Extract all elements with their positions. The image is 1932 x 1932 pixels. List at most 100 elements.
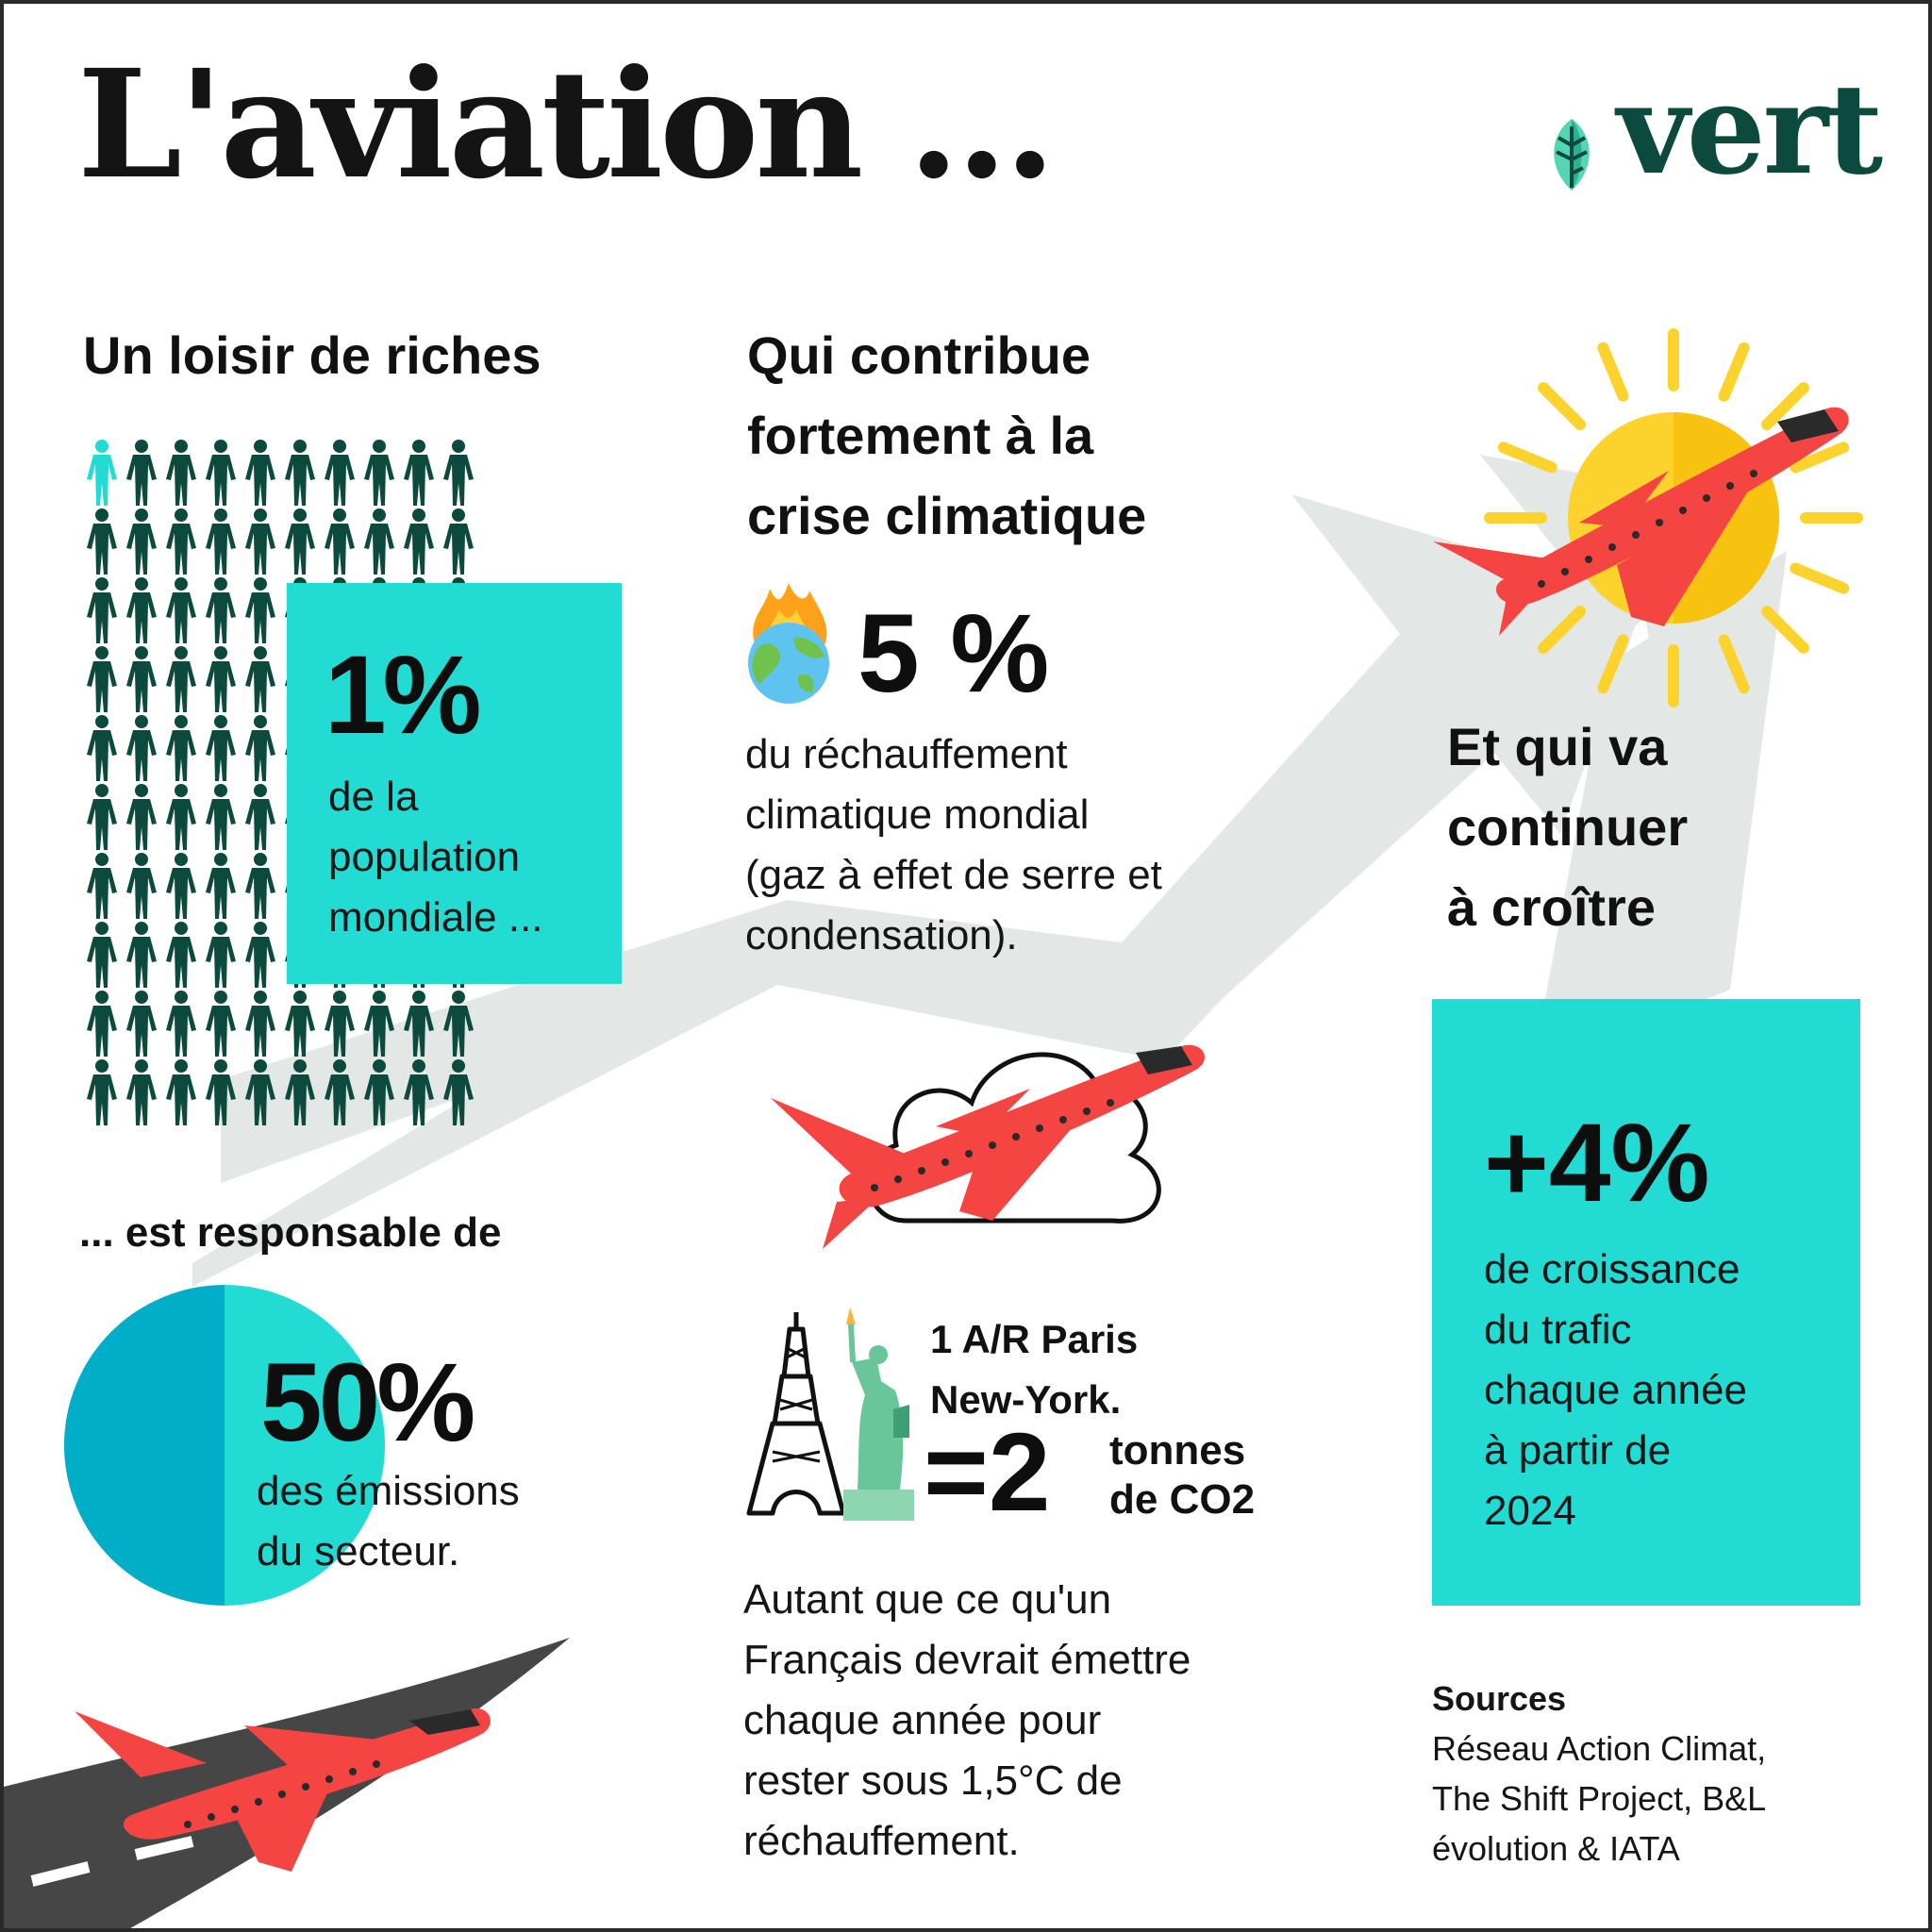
trip-line: New-York. (930, 1377, 1122, 1422)
sun-ray (1790, 441, 1850, 474)
left-heading: Un loisir de riches (83, 325, 541, 385)
person-icon (364, 1059, 394, 1125)
trip-co2-value: =2 (924, 1410, 1051, 1535)
growth-stat-box: +4% de croissance du trafic chaque année… (1432, 999, 1860, 1606)
person-icon (285, 440, 315, 506)
person-icon (206, 508, 236, 575)
heading-line: fortement à la (747, 406, 1094, 465)
person-icon (364, 440, 394, 506)
person-icon (87, 715, 117, 781)
person-icon (166, 646, 196, 712)
person-icon (206, 853, 236, 919)
person-icon (87, 508, 117, 575)
pie-slice-rich (225, 1285, 385, 1606)
heading-line: à croître (1447, 877, 1656, 937)
comparison-line: chaque année pour (743, 1697, 1102, 1743)
heading-line: crise climatique (747, 486, 1147, 545)
airplane-icon (1433, 407, 1849, 636)
population-stat-value: 1% (325, 633, 482, 758)
warming-line: condensation). (745, 912, 1018, 958)
sun-ray (1718, 634, 1750, 694)
person-icon (206, 1059, 236, 1125)
person-icon (206, 577, 236, 643)
person-icon (126, 440, 157, 506)
person-icon (166, 922, 196, 988)
growth-line: chaque année (1484, 1367, 1747, 1413)
person-icon (206, 440, 236, 506)
growth-arrow-background (192, 455, 1787, 1287)
person-icon (285, 991, 315, 1057)
burning-earth-icon (748, 583, 829, 704)
person-icon (126, 577, 157, 643)
person-icon (87, 991, 117, 1057)
emissions-stat-value: 50% (260, 1341, 475, 1465)
sources-block: Sources Réseau Action Climat, The Shift … (1432, 1674, 1766, 1874)
heading-line: continuer (1447, 797, 1689, 857)
warming-stat-text: du réchauffement climatique mondial (gaz… (745, 724, 1162, 966)
growth-line: 2024 (1484, 1488, 1576, 1534)
leaf-icon (1554, 119, 1590, 191)
person-icon (126, 853, 157, 919)
person-icon (325, 508, 355, 575)
warming-line: (gaz à effet de serre et (745, 852, 1162, 898)
pie-line: du secteur. (257, 1528, 460, 1574)
person-icon (245, 646, 275, 712)
trip-co2-unit: tonnes de CO2 (1109, 1426, 1255, 1524)
person-icon (87, 922, 117, 988)
warming-line: climatique mondial (745, 791, 1090, 838)
sun-ray (1597, 341, 1629, 402)
pie-line: des émissions (257, 1468, 520, 1514)
growth-line: à partir de (1484, 1427, 1672, 1474)
person-icon (245, 784, 275, 850)
person-icon (443, 991, 474, 1057)
warming-line: du réchauffement (745, 731, 1068, 777)
middle-heading: Qui contribue fortement à la crise clima… (747, 315, 1146, 556)
person-icon (166, 508, 196, 575)
heading-line: Et qui va (1447, 717, 1668, 776)
person-icon (126, 1059, 157, 1125)
person-icon (87, 784, 117, 850)
person-icon (404, 991, 434, 1057)
person-icon (325, 1059, 355, 1125)
person-icon (126, 508, 157, 575)
sun-ray (1760, 382, 1809, 431)
sun-ray (1790, 562, 1850, 594)
statue-of-liberty-icon (843, 1307, 914, 1521)
person-icon (245, 577, 275, 643)
person-icon (166, 991, 196, 1057)
person-icon (245, 715, 275, 781)
eiffel-tower-icon (746, 1312, 846, 1516)
person-icon (404, 1059, 434, 1125)
person-icon (126, 784, 157, 850)
person-icon (87, 853, 117, 919)
person-icon (87, 440, 117, 506)
heading-line: Qui contribue (747, 325, 1091, 385)
comparison-line: réchauffement. (743, 1818, 1020, 1864)
sun-ray (1538, 605, 1587, 654)
person-icon (364, 508, 394, 575)
comparison-line: rester sous 1,5°C de (743, 1757, 1123, 1804)
growth-stat-text: de croissance du trafic chaque année à p… (1484, 1240, 1747, 1541)
person-icon (285, 1059, 315, 1125)
growth-line: de croissance (1484, 1246, 1740, 1292)
page-title: L'aviation ... (77, 38, 1056, 212)
stat-line: de la (328, 774, 419, 820)
person-icon (166, 715, 196, 781)
responsible-text: ... est responsable de (79, 1209, 502, 1256)
person-icon (245, 1059, 275, 1125)
sources-label: Sources (1432, 1679, 1567, 1718)
person-icon (166, 440, 196, 506)
stat-line: population (328, 834, 521, 880)
population-stat-box: 1% de la population mondiale ... (287, 583, 622, 984)
person-icon (206, 784, 236, 850)
airplane-icon (771, 1044, 1205, 1249)
person-icon (166, 577, 196, 643)
brand-logo: vert (1543, 68, 1892, 202)
growth-stat-value: +4% (1484, 1101, 1710, 1225)
person-icon (245, 922, 275, 988)
person-icon (325, 991, 355, 1057)
comparison-text: Autant que ce qu'un Français devrait éme… (743, 1570, 1191, 1872)
person-icon (87, 646, 117, 712)
source-line: évolution & IATA (1432, 1829, 1680, 1868)
